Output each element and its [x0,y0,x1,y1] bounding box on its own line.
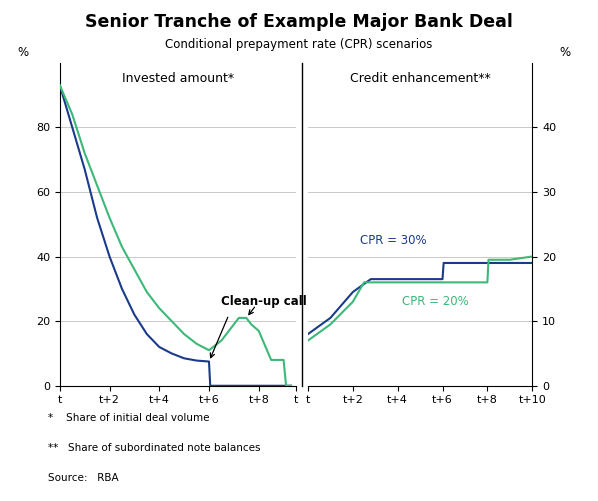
Text: %: % [17,47,29,60]
Text: *    Share of initial deal volume: * Share of initial deal volume [48,413,209,423]
Text: Senior Tranche of Example Major Bank Deal: Senior Tranche of Example Major Bank Dea… [85,13,513,31]
Text: Credit enhancement**: Credit enhancement** [350,72,490,85]
Text: %: % [559,47,570,60]
Text: CPR = 30%: CPR = 30% [359,233,426,246]
Text: CPR = 20%: CPR = 20% [402,295,469,308]
Text: **   Share of subordinated note balances: ** Share of subordinated note balances [48,443,260,453]
Text: Invested amount*: Invested amount* [122,72,234,85]
Text: Conditional prepayment rate (CPR) scenarios: Conditional prepayment rate (CPR) scenar… [165,38,433,51]
Text: Source:   RBA: Source: RBA [48,473,118,483]
Text: Clean-up call: Clean-up call [221,295,307,308]
